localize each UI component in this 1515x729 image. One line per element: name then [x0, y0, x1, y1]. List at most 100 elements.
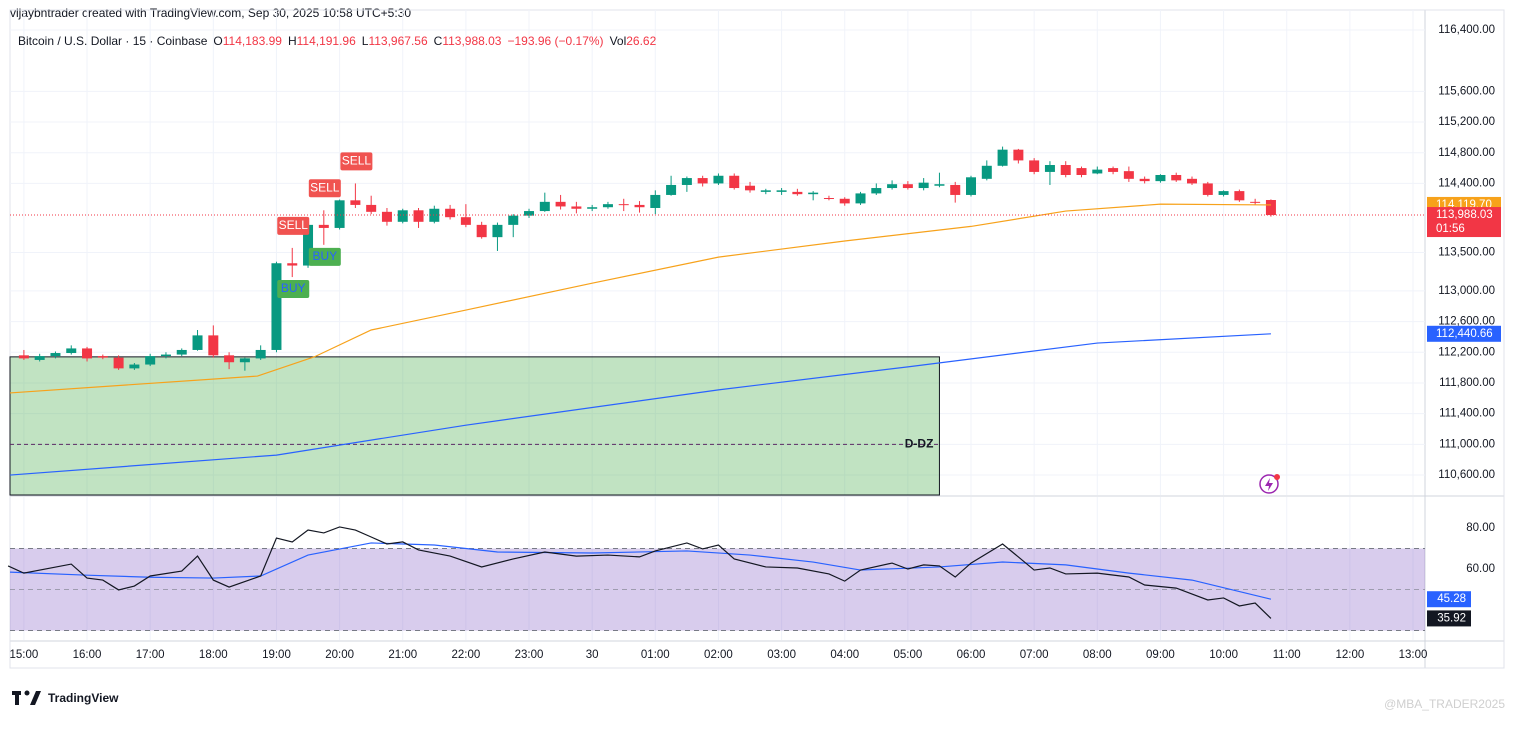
- candle-body: [934, 184, 945, 186]
- x-tick-label: 30: [586, 649, 599, 661]
- candle-body: [18, 355, 29, 359]
- candle-body: [823, 198, 834, 200]
- signal-box: [340, 152, 373, 171]
- y-tick-label: 114,800.00: [1438, 147, 1495, 159]
- candle-body: [650, 194, 661, 208]
- legend-value: 113,988.03: [442, 34, 501, 48]
- candle-body: [1250, 201, 1261, 203]
- candle-body: [318, 224, 329, 228]
- candle-body: [855, 193, 866, 204]
- candle-body: [460, 217, 471, 225]
- x-tick-label: 03:00: [767, 649, 796, 661]
- candle-body: [792, 191, 803, 195]
- x-tick-label: 13:00: [1399, 649, 1428, 661]
- moving-average: [9, 333, 1271, 476]
- candle-body: [981, 165, 992, 179]
- legend-key: L: [362, 34, 369, 48]
- candle-body: [618, 204, 629, 206]
- candle-body: [224, 355, 235, 363]
- legend-value: 113,967.56: [368, 34, 427, 48]
- zone-label: D-DZ: [905, 437, 934, 451]
- value-tag-label: 35.92: [1437, 612, 1466, 624]
- logo-mark: [12, 690, 41, 705]
- candle-body: [745, 185, 756, 191]
- rsi-line: [7, 526, 1272, 619]
- candle-body: [160, 354, 171, 357]
- candle-body: [1234, 191, 1245, 201]
- value-tag: [1427, 591, 1471, 608]
- candle-body: [871, 188, 882, 194]
- candle-body: [966, 177, 977, 195]
- signal-label: BUY: [281, 281, 306, 295]
- x-tick-label: 16:00: [73, 649, 102, 661]
- candle-body: [66, 348, 77, 354]
- candle-body: [1155, 174, 1166, 182]
- symbol: Bitcoin / U.S. Dollar · 15 · Coinbase: [18, 34, 208, 48]
- x-tick-label: 09:00: [1146, 649, 1175, 661]
- x-tick-label: 10:00: [1209, 649, 1238, 661]
- candle-body: [808, 192, 819, 195]
- candle-body: [1108, 168, 1119, 172]
- signal-label: SELL: [279, 218, 309, 232]
- candle-body: [1265, 200, 1276, 216]
- legend-key: H: [288, 34, 297, 48]
- candle-body: [587, 207, 598, 209]
- candle-body: [666, 184, 677, 195]
- candle-body: [602, 204, 613, 208]
- value-tag-label: 45.28: [1437, 593, 1466, 605]
- candle-body: [1044, 165, 1055, 172]
- x-tick-label: 06:00: [957, 649, 986, 661]
- alert-icon[interactable]: [1259, 474, 1280, 494]
- candle-body: [697, 178, 708, 184]
- candle-body: [192, 335, 203, 350]
- candle-body: [950, 184, 961, 195]
- candle-body: [1029, 160, 1040, 172]
- legend-value: 114,183.99: [223, 34, 282, 48]
- value-tag: [1427, 610, 1471, 627]
- signal-label: BUY: [312, 249, 337, 263]
- candle-body: [1060, 165, 1071, 175]
- rsi-band: [10, 548, 1425, 631]
- candle-body: [571, 206, 582, 209]
- plot: 15:00 16:00 17:00 18:00 19:00 20:00 21:00 22:00…: [7, 10, 1501, 661]
- signal-box: [308, 179, 341, 198]
- x-tick-label: 18:00: [199, 649, 228, 661]
- candle-body: [555, 201, 566, 207]
- candle-body: [397, 210, 408, 222]
- y-tick-label: 110,600.00: [1438, 469, 1495, 481]
- candle-body: [760, 190, 771, 192]
- x-tick-label: 04:00: [830, 649, 859, 661]
- candle-body: [508, 215, 519, 225]
- candle-body: [476, 224, 487, 238]
- legend-key: O: [213, 34, 222, 48]
- candle-body: [176, 349, 187, 355]
- candle-body: [129, 364, 140, 369]
- candle-body: [681, 178, 692, 185]
- candle-body: [713, 175, 724, 184]
- frame: [9, 9, 1505, 669]
- candle-body: [271, 263, 282, 350]
- signal-box: [308, 247, 341, 266]
- candle-body: [1123, 171, 1134, 179]
- legend: Bitcoin / U.S. Dollar · 15 · Coinbase O11…: [18, 34, 657, 48]
- y-tick-label: 115,200.00: [1438, 116, 1495, 128]
- legend-key: Vol: [610, 34, 627, 48]
- candle-body: [1139, 178, 1150, 182]
- candle-body: [445, 208, 456, 218]
- candle-body: [918, 182, 929, 189]
- x-tick-label: 01:00: [641, 649, 670, 661]
- x-tick-label: 11:00: [1273, 649, 1301, 661]
- candle-body: [729, 175, 740, 189]
- candle-body: [350, 200, 361, 205]
- candle-body: [50, 353, 61, 357]
- candle-body: [239, 358, 250, 363]
- candle-body: [776, 190, 787, 192]
- price-tag: [1427, 207, 1501, 238]
- candle-body: [839, 198, 850, 204]
- candle-body: [1076, 168, 1087, 175]
- candle-body: [997, 149, 1008, 166]
- y-tick-label: 113,000.00: [1438, 285, 1495, 297]
- legend-key: C: [434, 34, 443, 48]
- x-tick-label: 07:00: [1020, 649, 1049, 661]
